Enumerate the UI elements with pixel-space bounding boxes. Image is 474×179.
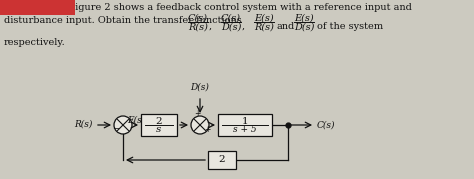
FancyBboxPatch shape <box>141 114 177 136</box>
Text: ,: , <box>209 22 212 31</box>
Text: E(s): E(s) <box>294 14 314 23</box>
Text: C(s): C(s) <box>221 14 241 23</box>
Text: of the system: of the system <box>317 22 383 31</box>
Text: s: s <box>156 125 162 134</box>
Text: R(s): R(s) <box>188 23 208 32</box>
Text: D(s): D(s) <box>294 23 314 32</box>
Text: E(s): E(s) <box>254 14 274 23</box>
Text: C(s): C(s) <box>188 14 208 23</box>
FancyBboxPatch shape <box>218 114 272 136</box>
Circle shape <box>191 116 209 134</box>
Text: +: + <box>194 108 200 117</box>
Text: . Figure 2 shows a feedback control system with a reference input and: . Figure 2 shows a feedback control syst… <box>62 3 412 12</box>
Text: E(s): E(s) <box>128 115 146 125</box>
Text: disturbance input. Obtain the transfer functions: disturbance input. Obtain the transfer f… <box>4 16 242 25</box>
Text: and: and <box>277 22 295 31</box>
Text: s + 5: s + 5 <box>233 125 257 134</box>
FancyBboxPatch shape <box>208 151 236 169</box>
Text: 2: 2 <box>155 117 162 126</box>
Text: R(s): R(s) <box>74 120 93 129</box>
Text: −: − <box>112 125 119 134</box>
Text: respectively.: respectively. <box>4 38 66 47</box>
Circle shape <box>114 116 132 134</box>
FancyBboxPatch shape <box>0 0 75 15</box>
Text: +: + <box>204 125 210 134</box>
Text: D(s): D(s) <box>221 23 241 32</box>
Text: ,: , <box>242 22 245 31</box>
Text: 1: 1 <box>242 117 248 126</box>
Text: D(s): D(s) <box>191 83 210 92</box>
Text: R(s): R(s) <box>254 23 274 32</box>
Text: C(s): C(s) <box>317 120 336 129</box>
Text: 2: 2 <box>219 156 225 165</box>
